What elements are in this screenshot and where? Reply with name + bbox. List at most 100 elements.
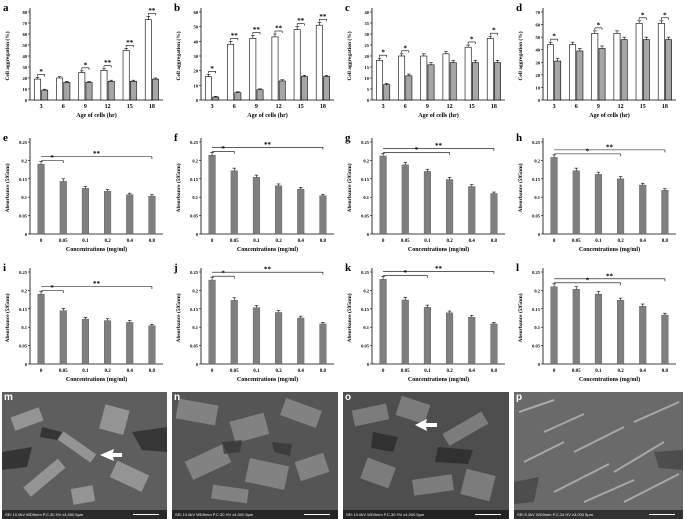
- panel-label: k: [345, 262, 352, 274]
- y-tick-label: 0.25: [532, 270, 541, 275]
- x-tick-label: 0.8: [149, 239, 156, 244]
- x-tick-label: 0.05: [401, 369, 410, 374]
- significance-label: *: [492, 27, 496, 35]
- bar: [208, 155, 216, 235]
- x-tick-label: 0.1: [424, 239, 431, 244]
- bar: [252, 307, 260, 365]
- bar: [423, 171, 431, 235]
- y-tick-label: 0.05: [19, 214, 28, 219]
- x-tick-label: 18: [320, 104, 326, 110]
- y-axis-title: Absorbance (595nm): [346, 163, 353, 212]
- bar: [661, 190, 669, 235]
- bar: [379, 155, 387, 235]
- bar: [635, 23, 643, 101]
- sem-texture-p: [514, 392, 683, 519]
- x-tick-label: 0: [553, 239, 556, 244]
- y-axis-title: Absorbance (595nm): [175, 163, 182, 212]
- x-tick-label: 3: [553, 104, 556, 110]
- y-axis-title: Cell aggregation (%): [175, 31, 182, 80]
- bar: [34, 78, 41, 101]
- bar: [490, 323, 498, 365]
- x-tick-label: 0.8: [491, 239, 498, 244]
- y-tick-label: 50: [536, 35, 541, 40]
- bar: [617, 178, 625, 235]
- bar: [620, 39, 628, 101]
- bar: [468, 317, 476, 365]
- significance-label: *: [221, 145, 225, 153]
- y-axis-title: Cell aggregation (%): [4, 31, 11, 80]
- bar: [208, 279, 216, 365]
- y-axis-title: Absorbance (595nm): [4, 163, 11, 212]
- sem-info-text: SEI 5.0kV WD9mm P.C.24 HV x3,000 5µm: [517, 512, 594, 517]
- chart-panel-f: f 0 0.05 0.1 0.15 0.2 0.25 Absorbance (595nm) Co…: [174, 132, 334, 253]
- x-tick-label: 9: [426, 104, 429, 110]
- significance-label: **: [93, 280, 101, 288]
- y-tick-label: 0.05: [190, 214, 199, 219]
- y-axis-title: Absorbance (595nm): [517, 163, 524, 212]
- y-tick-label: 0.25: [532, 140, 541, 145]
- scale-bar: [133, 513, 159, 515]
- y-tick-label: 0: [538, 362, 541, 367]
- bar: [572, 170, 580, 235]
- y-tick-label: 0.25: [190, 140, 199, 145]
- bar: [297, 317, 305, 365]
- x-tick-label: 0.05: [230, 369, 239, 374]
- significance-label: *: [50, 154, 54, 162]
- y-tick-label: 0: [196, 362, 199, 367]
- y-axis-title: Absorbance (595nm): [4, 293, 11, 342]
- x-tick-label: 6: [575, 104, 578, 110]
- bar: [126, 194, 134, 235]
- significance-label: *: [381, 49, 385, 57]
- x-tick-label: 0.2: [617, 369, 624, 374]
- significance-label: *: [404, 44, 408, 52]
- x-tick-label: 0.1: [82, 239, 89, 244]
- y-tick-label: 0.15: [532, 307, 541, 312]
- x-tick-label: 3: [211, 104, 214, 110]
- significance-label: **: [126, 39, 134, 47]
- y-axis-title: Absorbance (595nm): [175, 293, 182, 342]
- panel-label: f: [174, 132, 178, 144]
- y-tick-label: 0.15: [19, 307, 28, 312]
- y-tick-label: 0: [25, 362, 28, 367]
- y-tick-label: 0.1: [534, 325, 540, 330]
- significance-label: **: [319, 13, 327, 21]
- significance-label: **: [297, 17, 305, 25]
- y-axis-title: Cell aggregation (%): [517, 31, 524, 80]
- x-tick-label: 0.4: [469, 369, 476, 374]
- x-tick-label: 18: [491, 104, 497, 110]
- significance-label: *: [221, 270, 225, 278]
- y-tick-label: 60: [194, 10, 199, 15]
- bar: [639, 306, 647, 365]
- y-tick-label: 0.1: [363, 195, 369, 200]
- y-tick-label: 70: [536, 10, 541, 15]
- micrograph-o: o SEI 10.0kV WD9mm P.C.30 HV x4,000 5µm: [343, 392, 509, 519]
- y-tick-label: 0.1: [363, 325, 369, 330]
- y-tick-label: 0.15: [361, 307, 370, 312]
- significance-label: *: [552, 33, 556, 41]
- sem-texture-m: [2, 392, 167, 519]
- bar: [613, 33, 621, 101]
- y-tick-label: 60: [536, 23, 541, 28]
- significance-label: **: [435, 265, 443, 273]
- x-axis-title: Age of cells (hr): [418, 112, 459, 119]
- y-tick-label: 0: [538, 232, 541, 237]
- y-tick-label: 0.2: [192, 158, 198, 163]
- significance-label: **: [93, 150, 101, 158]
- bar: [576, 50, 584, 101]
- significance-label: *: [586, 147, 590, 155]
- significance-label: *: [50, 284, 54, 292]
- bar: [420, 55, 428, 101]
- significance-label: *: [641, 11, 645, 19]
- bar: [37, 293, 45, 365]
- bar: [275, 312, 283, 365]
- sem-info-strip: [343, 510, 509, 519]
- y-tick-label: 20: [194, 69, 199, 74]
- x-tick-label: 0: [553, 369, 556, 374]
- x-tick-label: 0.1: [595, 369, 602, 374]
- x-tick-label: 9: [597, 104, 600, 110]
- x-tick-label: 0.1: [595, 239, 602, 244]
- y-tick-label: 30: [194, 54, 199, 59]
- x-tick-label: 0.4: [298, 239, 305, 244]
- y-tick-label: 0.05: [361, 344, 370, 349]
